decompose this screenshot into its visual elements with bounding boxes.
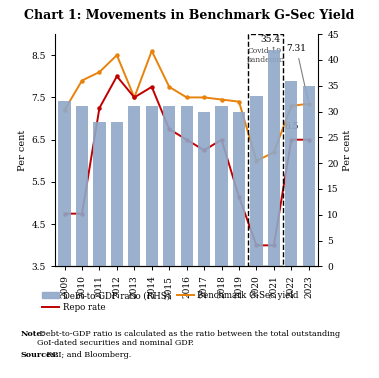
Bar (198, 112, 210, 266)
Bar (248, 34, 283, 266)
Text: 35.4: 35.4 (260, 36, 280, 47)
Bar (146, 106, 158, 266)
Bar (250, 96, 263, 266)
Legend: Repo rate: Repo rate (38, 299, 109, 315)
Bar (180, 106, 193, 266)
Text: 6.5: 6.5 (284, 122, 299, 131)
Y-axis label: Per cent: Per cent (343, 130, 352, 171)
Bar (268, 50, 280, 266)
Bar (215, 106, 228, 266)
Bar (128, 106, 141, 266)
Bar (303, 86, 315, 266)
Text: Debt-to-GDP ratio is calculated as the ratio between the total outstanding
GoI-d: Debt-to-GDP ratio is calculated as the r… (37, 330, 340, 347)
Bar (76, 106, 88, 266)
Bar (93, 122, 105, 266)
Text: RBI; and Bloomberg.: RBI; and Bloomberg. (44, 351, 131, 359)
Text: Note:: Note: (21, 330, 45, 338)
Text: Sources:: Sources: (21, 351, 60, 359)
Legend: Debt-to-GDP ratio (RHS), Benchmark G-Sec yield: Debt-to-GDP ratio (RHS), Benchmark G-Sec… (38, 288, 302, 304)
Bar (233, 112, 245, 266)
Text: Chart 1: Movements in Benchmark G-Sec Yield: Chart 1: Movements in Benchmark G-Sec Yi… (24, 9, 355, 22)
Y-axis label: Per cent: Per cent (18, 130, 27, 171)
Bar (111, 122, 123, 266)
Bar (285, 81, 298, 266)
Bar (163, 106, 175, 266)
Bar (58, 101, 70, 266)
Text: Covid-19
pandemic: Covid-19 pandemic (246, 47, 284, 64)
Text: 7.31: 7.31 (287, 44, 308, 101)
